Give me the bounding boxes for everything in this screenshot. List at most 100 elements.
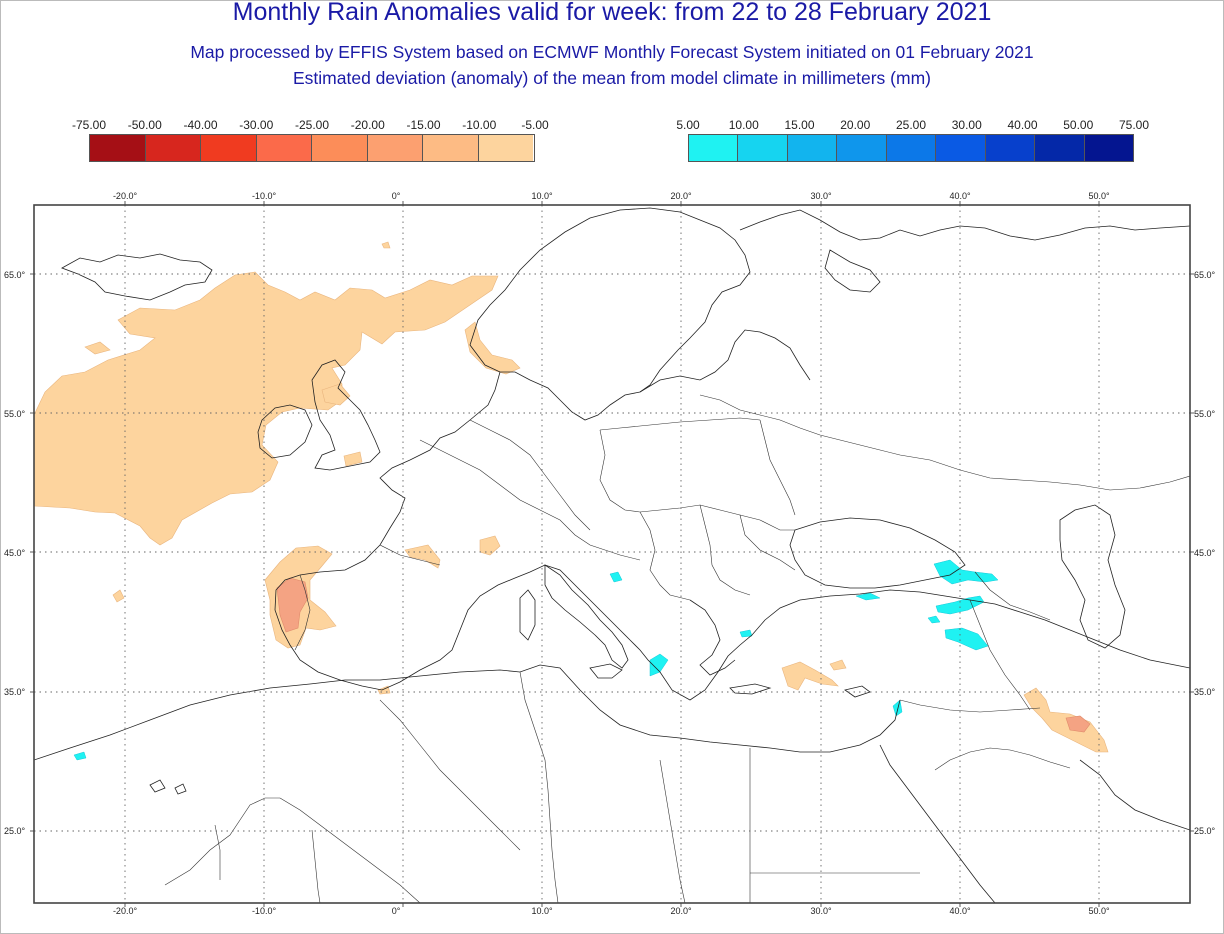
- legend-negative: -75.00 -50.00 -40.00 -30.00 -25.00 -20.0…: [72, 118, 549, 162]
- lon-label: 10.0°: [531, 906, 553, 916]
- lat-label: 25.0°: [4, 826, 26, 836]
- coast-sicily: [589, 663, 623, 679]
- legend-negative-swatch: [367, 135, 423, 161]
- lat-label: 25.0°: [1194, 826, 1216, 836]
- lat-labels-left: 65.0° 55.0° 45.0° 35.0° 25.0°: [4, 270, 26, 836]
- coast-caspian: [1059, 504, 1126, 649]
- coast-red-sea: [879, 744, 996, 903]
- lon-labels-top: -20.0° -10.0° 0° 10.0° 20.0° 30.0° 40.0°…: [113, 191, 1110, 201]
- dry-anomaly-azores: [112, 589, 125, 603]
- legend-negative-label: -5.00: [521, 118, 549, 132]
- coast-baltic-east: [639, 329, 811, 393]
- coast-britain: [311, 359, 381, 471]
- border-segment: [699, 394, 861, 446]
- lat-label: 55.0°: [1194, 409, 1216, 419]
- legend-negative-label: -50.00: [127, 118, 162, 132]
- border-segment: [974, 571, 1051, 621]
- dry-anomaly-atlantic: [34, 271, 499, 546]
- lon-label: -10.0°: [252, 906, 277, 916]
- legend-negative-label: -25.00: [294, 118, 330, 132]
- lon-label: 20.0°: [670, 906, 692, 916]
- coast-white-sea: [824, 249, 881, 293]
- border-segment: [899, 699, 1041, 713]
- coast-persian-gulf: [1079, 759, 1190, 831]
- lon-label: 0°: [392, 906, 401, 916]
- map-title: Monthly Rain Anomalies valid for week: f…: [232, 0, 992, 26]
- lon-label: 30.0°: [810, 906, 832, 916]
- legend-positive-swatch: [1084, 135, 1133, 161]
- border-segment: [279, 797, 421, 903]
- dry-anomaly-strong-areas: [276, 577, 1091, 733]
- wet-anomaly-adriatic: [609, 571, 623, 583]
- dry-anomaly-ireland-north: [321, 383, 351, 406]
- border-segment: [164, 797, 280, 886]
- coast-italy: [544, 564, 629, 669]
- legend-negative-label: -20.00: [350, 118, 385, 132]
- border-segment: [969, 599, 1031, 711]
- wet-anomaly-canaries: [73, 751, 87, 761]
- dry-anomaly-cyprus-east: [829, 659, 847, 671]
- coast-greece: [689, 599, 736, 676]
- wet-anomaly-levant: [892, 699, 903, 717]
- legend-positive-label: 50.00: [1063, 118, 1094, 132]
- dry-anomaly-small-1: [84, 341, 111, 355]
- legend-negative-label: -15.00: [406, 118, 441, 132]
- coast-canaries: [149, 779, 187, 795]
- coast-scandinavia: [469, 207, 751, 421]
- legend-negative-label: -75.00: [71, 118, 107, 132]
- legend-positive-label: 20.00: [840, 118, 871, 132]
- legend-positive-label: 40.00: [1007, 118, 1038, 132]
- border-segment: [859, 444, 1190, 491]
- legend-positive-swatch: [738, 135, 788, 161]
- border-segment: [639, 511, 691, 601]
- dry-anomaly-iran: [1023, 687, 1109, 753]
- graticule: [34, 205, 1190, 903]
- lat-label: 45.0°: [1194, 548, 1216, 558]
- border-segment: [379, 544, 441, 566]
- legend-negative-swatch: [201, 135, 257, 161]
- border-segment: [214, 824, 221, 880]
- wet-anomaly-cyprus: [927, 615, 941, 624]
- lon-label: -10.0°: [252, 191, 277, 201]
- lon-label: 50.0°: [1088, 906, 1110, 916]
- coast-sardinia: [519, 589, 536, 641]
- border-segment: [469, 419, 591, 531]
- legend-positive-label: 25.00: [895, 118, 927, 132]
- legend-negative-label: -30.00: [239, 118, 274, 132]
- dry-anomaly-iran-core: [1065, 715, 1091, 733]
- legend-positive-swatch: [936, 135, 986, 161]
- coast-west-europe: [274, 371, 1190, 701]
- wet-anomaly-aegean: [739, 629, 753, 638]
- border-segment: [739, 514, 796, 571]
- legend-positive-label: 5.00: [676, 118, 700, 132]
- lat-label: 35.0°: [4, 687, 26, 697]
- dry-anomaly-biscay: [404, 544, 441, 569]
- border-segment: [599, 417, 761, 431]
- legend-negative-swatch: [256, 135, 312, 161]
- lat-label: 45.0°: [4, 548, 26, 558]
- legend-positive-swatch: [689, 135, 739, 161]
- border-segment: [519, 671, 559, 903]
- map-subtitle-units: Estimated deviation (anomaly) of the mea…: [293, 68, 931, 88]
- lat-label: 65.0°: [4, 270, 26, 280]
- lon-label: 50.0°: [1088, 191, 1110, 201]
- legend-negative-swatch: [312, 135, 368, 161]
- map-subtitle-processing: Map processed by EFFIS System based on E…: [190, 42, 1034, 62]
- border-segment: [311, 829, 321, 903]
- dry-anomaly-norway: [464, 321, 521, 375]
- coast-black-sea: [789, 517, 966, 589]
- lat-label: 35.0°: [1194, 687, 1216, 697]
- wet-anomaly-anatolia-north: [855, 592, 881, 601]
- border-segment: [934, 747, 1071, 771]
- border-segment: [759, 419, 796, 516]
- lon-label: 0°: [392, 191, 401, 201]
- lon-label: -20.0°: [113, 906, 138, 916]
- dry-anomaly-turkey: [781, 661, 839, 691]
- lon-label: 20.0°: [670, 191, 692, 201]
- lon-label: -20.0°: [113, 191, 138, 201]
- anomaly-map: -20.0° -10.0° 0° 10.0° 20.0° 30.0° 40.0°…: [4, 191, 1216, 916]
- lat-label: 55.0°: [4, 409, 26, 419]
- legend-negative-swatch: [478, 135, 533, 161]
- wet-anomaly-ionian: [649, 653, 669, 677]
- legend-positive-label: 15.00: [784, 118, 815, 132]
